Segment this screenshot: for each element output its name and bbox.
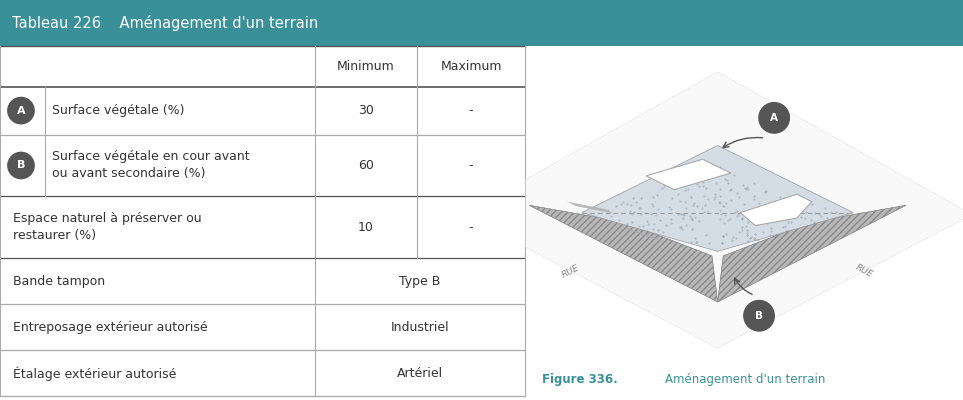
Text: Maximum: Maximum xyxy=(440,60,502,73)
Text: Artériel: Artériel xyxy=(397,367,443,380)
Text: Entreposage extérieur autorisé: Entreposage extérieur autorisé xyxy=(13,321,208,334)
Text: Surface végétale en cour avant
ou avant secondaire (%): Surface végétale en cour avant ou avant … xyxy=(53,150,250,180)
Text: A: A xyxy=(16,106,25,116)
Text: Espace naturel à préserver ou
restaurer (%): Espace naturel à préserver ou restaurer … xyxy=(13,212,201,242)
Text: A: A xyxy=(770,113,778,123)
Text: -: - xyxy=(469,221,473,234)
Polygon shape xyxy=(741,194,812,226)
Text: RUE: RUE xyxy=(854,263,875,280)
Polygon shape xyxy=(567,202,614,214)
Polygon shape xyxy=(463,72,963,348)
Text: 10: 10 xyxy=(358,221,374,234)
Text: Aménagement d'un terrain: Aménagement d'un terrain xyxy=(665,373,825,386)
Polygon shape xyxy=(646,159,731,190)
Text: 30: 30 xyxy=(358,104,374,117)
Text: -: - xyxy=(469,159,473,172)
Text: Tableau 226    Aménagement d'un terrain: Tableau 226 Aménagement d'un terrain xyxy=(12,15,318,31)
Text: Bande tampon: Bande tampon xyxy=(13,275,105,288)
Text: B: B xyxy=(755,311,763,321)
Ellipse shape xyxy=(742,299,776,332)
Ellipse shape xyxy=(7,151,36,180)
Polygon shape xyxy=(582,146,853,251)
Text: RUE: RUE xyxy=(560,263,581,280)
Text: Type B: Type B xyxy=(400,275,440,288)
Ellipse shape xyxy=(758,101,791,134)
Text: 60: 60 xyxy=(358,159,374,172)
Ellipse shape xyxy=(7,96,36,125)
Text: B: B xyxy=(16,160,25,170)
Text: Minimum: Minimum xyxy=(337,60,395,73)
Text: Figure 336.: Figure 336. xyxy=(542,373,618,386)
Polygon shape xyxy=(530,205,717,302)
Text: Étalage extérieur autorisé: Étalage extérieur autorisé xyxy=(13,366,176,381)
Text: Industriel: Industriel xyxy=(391,321,449,334)
Polygon shape xyxy=(619,226,666,243)
Polygon shape xyxy=(717,205,906,302)
Text: -: - xyxy=(469,104,473,117)
Text: Surface végétale (%): Surface végétale (%) xyxy=(53,104,185,117)
